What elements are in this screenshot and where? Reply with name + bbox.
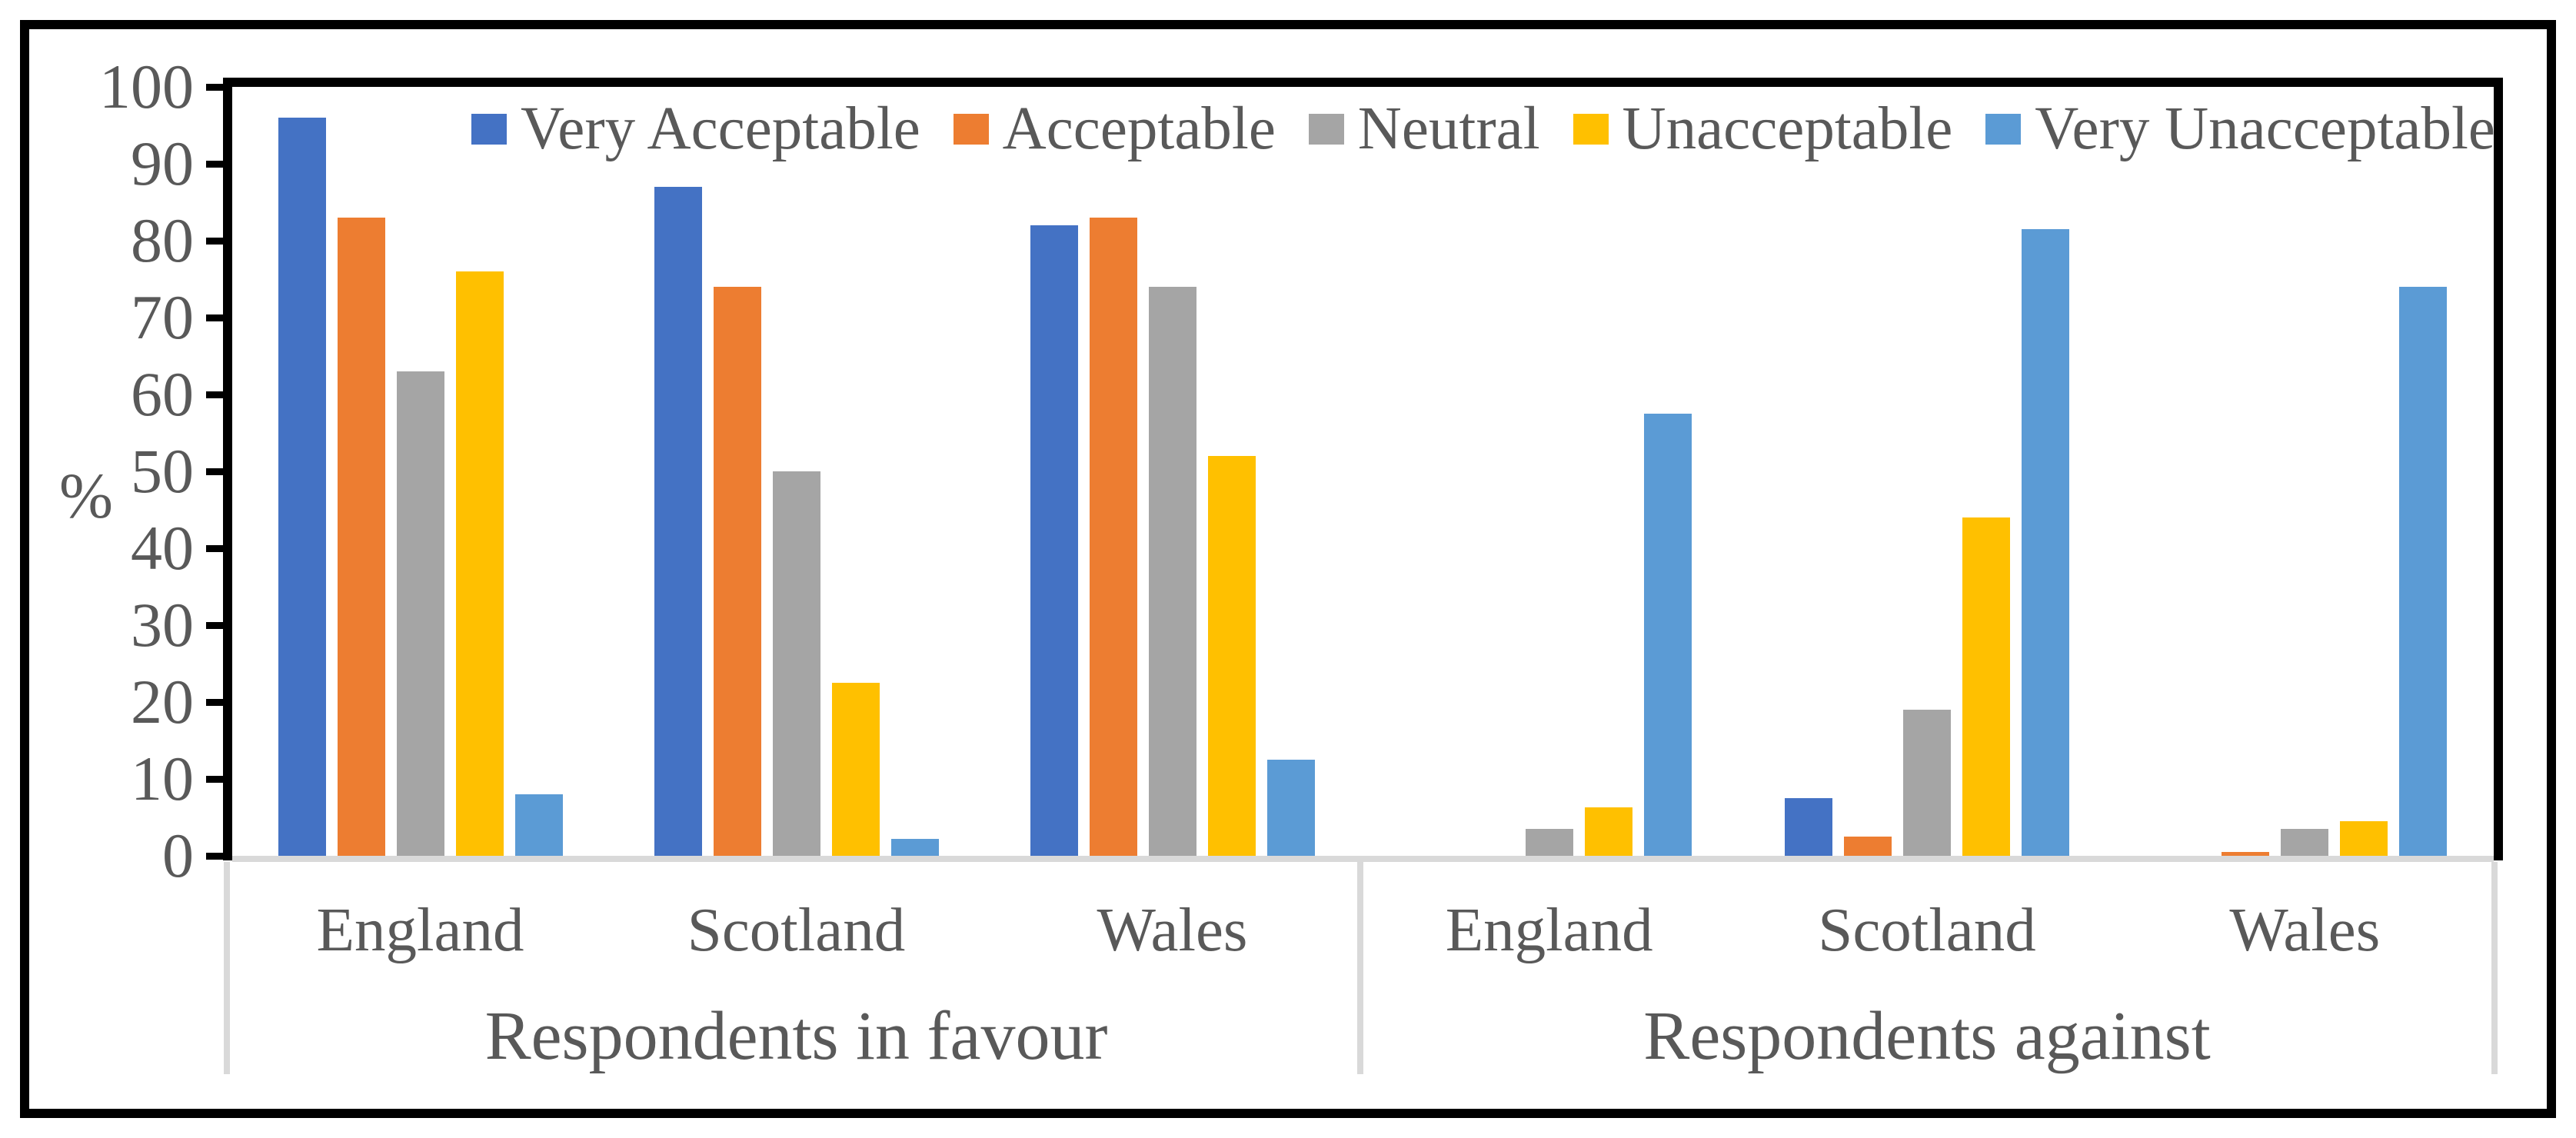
bar-very-unacceptable-england xyxy=(514,794,563,856)
y-tick-label-80: 80 xyxy=(131,205,194,275)
y-tick-mark xyxy=(206,622,232,629)
y-tick-mark xyxy=(206,699,232,706)
bar-group-respondents-against-england xyxy=(1360,87,1738,856)
bar-neutral-england xyxy=(1525,829,1573,856)
legend-item-very-acceptable: Very Acceptable xyxy=(471,98,920,160)
bar-group-respondents-against-wales xyxy=(2116,87,2494,856)
category-label-england-against: England xyxy=(1445,895,1653,964)
bar-group-respondents-against-scotland xyxy=(1738,87,2115,856)
bar-neutral-scotland xyxy=(1902,710,1951,856)
legend-label: Very Unacceptable xyxy=(2035,95,2495,162)
plot-border-top xyxy=(223,78,2501,87)
y-tick-label-30: 30 xyxy=(131,590,194,660)
y-tick-mark xyxy=(206,84,232,91)
legend-item-unacceptable: Unacceptable xyxy=(1573,95,1953,162)
legend-swatch-icon xyxy=(1985,114,2022,145)
y-tick-label-10: 10 xyxy=(131,744,194,814)
bar-very-acceptable-wales xyxy=(1030,225,1078,856)
y-tick-mark xyxy=(206,776,232,783)
bar-neutral-england xyxy=(396,371,444,856)
legend-item-neutral: Neutral xyxy=(1308,95,1540,162)
category-separator xyxy=(1357,862,1363,1074)
legend-swatch-icon xyxy=(1308,114,1344,145)
bar-very-acceptable-england xyxy=(278,118,326,856)
bar-group-respondents-in-favour-england xyxy=(232,87,608,856)
category-label-wales-against: Wales xyxy=(2229,895,2381,964)
bar-very-unacceptable-scotland xyxy=(2021,229,2069,856)
y-tick-label-0: 0 xyxy=(162,820,194,890)
y-tick-mark xyxy=(206,314,232,321)
bar-neutral-wales xyxy=(2281,829,2329,856)
legend-label: Neutral xyxy=(1357,95,1540,162)
y-tick-mark xyxy=(206,853,232,860)
legend-swatch-icon xyxy=(471,114,507,145)
bar-very-unacceptable-wales xyxy=(1266,760,1315,856)
bar-acceptable-wales xyxy=(2222,852,2270,856)
y-tick-mark xyxy=(206,161,232,168)
y-tick-mark xyxy=(206,238,232,245)
y-tick-label-40: 40 xyxy=(131,513,194,583)
y-tick-mark xyxy=(206,468,232,475)
legend-item-very-unacceptable: Very Unacceptable xyxy=(1985,98,2495,160)
y-tick-label-70: 70 xyxy=(131,282,194,352)
category-label-wales-favour: Wales xyxy=(1097,895,1248,964)
category-separator xyxy=(224,862,230,1074)
bar-very-acceptable-scotland xyxy=(654,187,702,856)
bar-very-acceptable-scotland xyxy=(1784,798,1832,856)
chart-outer-border xyxy=(20,20,2556,1118)
y-tick-label-60: 60 xyxy=(131,359,194,429)
bar-unacceptable-england xyxy=(455,271,504,856)
legend-item-acceptable: Acceptable xyxy=(953,95,1276,162)
y-tick-label-20: 20 xyxy=(131,667,194,737)
bar-acceptable-england xyxy=(337,218,385,856)
legend-label: Very Acceptable xyxy=(521,95,920,162)
category-label-scotland-favour: Scotland xyxy=(687,895,906,964)
plot-border-right xyxy=(2494,78,2503,860)
y-tick-label-50: 50 xyxy=(131,436,194,506)
y-tick-label-90: 90 xyxy=(131,128,194,198)
bar-very-unacceptable-wales xyxy=(2399,287,2448,856)
bar-unacceptable-scotland xyxy=(831,683,880,856)
bar-unacceptable-england xyxy=(1584,807,1632,856)
y-tick-mark xyxy=(206,545,232,552)
group-label-respondents-in-favour: Respondents in favour xyxy=(484,998,1108,1074)
legend-label: Acceptable xyxy=(1002,95,1276,162)
y-axis-title: % xyxy=(59,461,113,532)
bar-unacceptable-wales xyxy=(2340,821,2388,856)
group-label-respondents-against: Respondents against xyxy=(1643,998,2211,1074)
bar-acceptable-wales xyxy=(1089,218,1137,856)
bar-acceptable-scotland xyxy=(1843,837,1892,856)
category-label-england-favour: England xyxy=(316,895,524,964)
bar-group-respondents-in-favour-wales xyxy=(984,87,1360,856)
legend: Very Acceptable Acceptable Neutral Unaccept… xyxy=(471,98,2495,160)
bar-very-unacceptable-england xyxy=(1643,414,1692,856)
legend-swatch-icon xyxy=(1573,114,1609,145)
y-tick-mark xyxy=(206,391,232,398)
bar-neutral-scotland xyxy=(772,471,820,856)
bar-acceptable-scotland xyxy=(713,287,761,856)
y-tick-label-100: 100 xyxy=(99,52,194,121)
legend-label: Unacceptable xyxy=(1622,95,1953,162)
bar-neutral-wales xyxy=(1148,287,1196,856)
x-axis-line xyxy=(232,856,2494,862)
category-separator xyxy=(2491,862,2498,1074)
legend-swatch-icon xyxy=(953,114,989,145)
bar-unacceptable-scotland xyxy=(1962,517,2010,856)
bar-group-respondents-in-favour-scotland xyxy=(608,87,984,856)
bar-very-unacceptable-scotland xyxy=(890,839,939,856)
category-label-scotland-against: Scotland xyxy=(1818,895,2036,964)
bar-unacceptable-wales xyxy=(1207,456,1256,856)
